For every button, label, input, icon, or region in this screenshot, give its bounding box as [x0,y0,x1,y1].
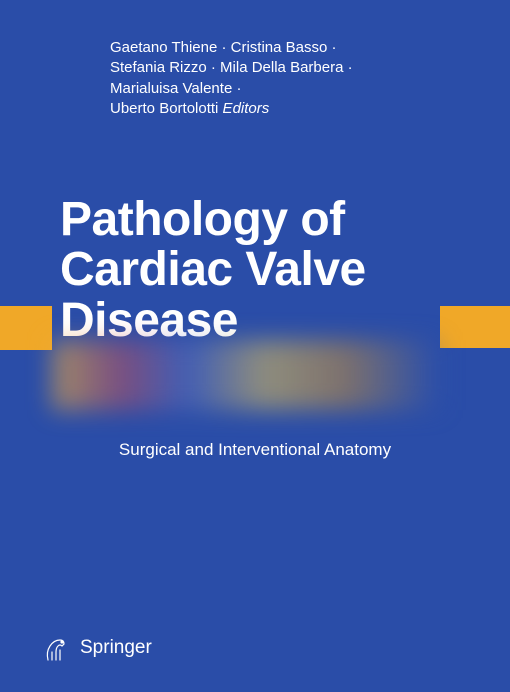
book-subtitle: Surgical and Interventional Anatomy [0,440,510,460]
publisher-block: Springer [42,632,152,664]
authors-line: Marialuisa Valente · [110,79,470,99]
authors-block: Gaetano Thiene · Cristina Basso · Stefan… [110,38,470,119]
book-title: Pathology of Cardiac Valve Disease [60,195,480,346]
editors-label: Editors [218,100,269,117]
publisher-name: Springer [80,637,152,659]
accent-bar-right [440,306,510,348]
authors-line: Stefania Rizzo · Mila Della Barbera · [110,58,470,78]
authors-line: Gaetano Thiene · Cristina Basso · [110,38,470,58]
author-name: Uberto Bortolotti [110,100,218,117]
decorative-blur-band [52,340,440,410]
book-cover: Gaetano Thiene · Cristina Basso · Stefan… [0,0,510,692]
springer-horse-icon [42,632,70,664]
authors-line: Uberto Bortolotti Editors [110,99,470,119]
accent-bar-left [0,306,52,350]
